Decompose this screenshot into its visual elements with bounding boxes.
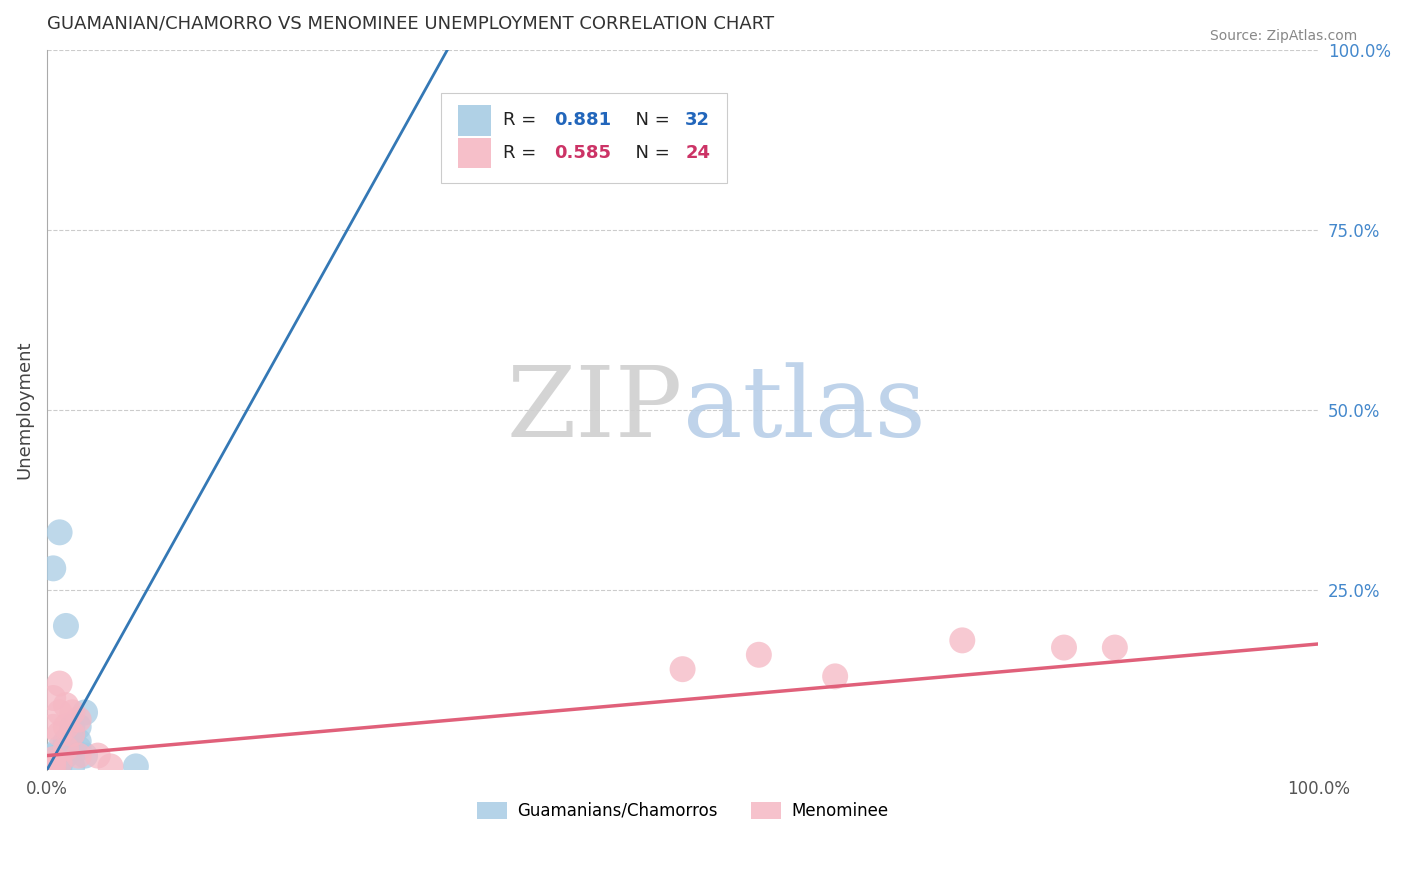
Point	[48, 741, 70, 756]
Point	[67, 720, 90, 734]
Point	[48, 748, 70, 763]
Point	[48, 759, 70, 773]
Point	[42, 759, 65, 773]
Point	[42, 759, 65, 773]
Point	[42, 720, 65, 734]
Point	[100, 759, 122, 773]
Point	[67, 734, 90, 748]
Point	[55, 619, 77, 633]
Text: Source: ZipAtlas.com: Source: ZipAtlas.com	[1209, 29, 1357, 43]
Text: R =: R =	[503, 112, 543, 129]
Point	[48, 676, 70, 690]
Point	[48, 756, 70, 770]
Y-axis label: Unemployment: Unemployment	[15, 341, 32, 479]
Point	[42, 759, 65, 773]
Point	[1104, 640, 1126, 655]
Point	[42, 759, 65, 773]
Point	[73, 748, 96, 763]
Point	[42, 759, 65, 773]
Point	[42, 756, 65, 770]
Point	[824, 669, 846, 683]
Point	[48, 525, 70, 540]
Point	[48, 752, 70, 766]
Point	[60, 706, 83, 720]
Text: 0.585: 0.585	[554, 144, 612, 161]
Point	[48, 756, 70, 770]
Point	[42, 690, 65, 705]
Point	[55, 720, 77, 734]
Point	[55, 741, 77, 756]
Point	[55, 698, 77, 713]
Point	[748, 648, 770, 662]
Point	[950, 633, 973, 648]
Point	[42, 561, 65, 575]
Point	[42, 756, 65, 770]
Point	[60, 741, 83, 756]
Point	[48, 706, 70, 720]
Text: atlas: atlas	[682, 362, 925, 458]
FancyBboxPatch shape	[457, 137, 491, 168]
Point	[55, 734, 77, 748]
FancyBboxPatch shape	[457, 105, 491, 136]
Point	[73, 706, 96, 720]
Point	[671, 662, 693, 676]
Text: ZIP: ZIP	[506, 362, 682, 458]
Text: R =: R =	[503, 144, 543, 161]
Point	[42, 752, 65, 766]
Point	[67, 713, 90, 727]
Point	[42, 759, 65, 773]
Point	[125, 759, 148, 773]
Point	[60, 720, 83, 734]
Point	[48, 756, 70, 770]
Point	[60, 727, 83, 741]
Point	[67, 748, 90, 763]
Point	[1053, 640, 1076, 655]
Text: N =: N =	[624, 112, 676, 129]
Text: 24: 24	[685, 144, 710, 161]
Text: 0.881: 0.881	[554, 112, 612, 129]
Text: N =: N =	[624, 144, 676, 161]
Legend: Guamanians/Chamorros, Menominee: Guamanians/Chamorros, Menominee	[471, 795, 894, 827]
Point	[67, 741, 90, 756]
Point	[60, 727, 83, 741]
Point	[55, 748, 77, 763]
Point	[42, 756, 65, 770]
Point	[42, 759, 65, 773]
Point	[42, 752, 65, 766]
Text: 32: 32	[685, 112, 710, 129]
Point	[87, 748, 110, 763]
Text: GUAMANIAN/CHAMORRO VS MENOMINEE UNEMPLOYMENT CORRELATION CHART: GUAMANIAN/CHAMORRO VS MENOMINEE UNEMPLOY…	[46, 15, 775, 33]
Point	[60, 759, 83, 773]
Point	[55, 741, 77, 756]
Point	[48, 727, 70, 741]
FancyBboxPatch shape	[441, 93, 727, 183]
Point	[42, 748, 65, 763]
